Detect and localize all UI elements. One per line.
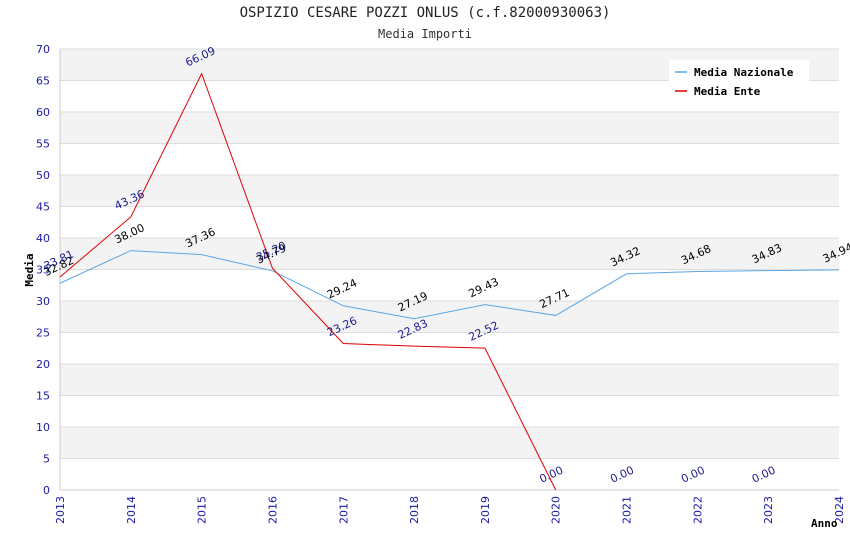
grid-band <box>60 458 839 490</box>
x-tick-label: 2023 <box>762 496 775 524</box>
legend-item: Media Ente <box>694 85 761 98</box>
y-tick-label: 70 <box>36 43 50 56</box>
x-tick-label: 2014 <box>125 496 138 524</box>
grid-band <box>60 301 839 333</box>
series-lines <box>59 72 840 491</box>
x-tick-label: 2018 <box>408 496 421 524</box>
y-axis-label: Media <box>23 253 36 286</box>
y-tick-label: 5 <box>43 453 50 466</box>
y-tick-label: 0 <box>43 484 50 497</box>
y-tick-label: 15 <box>36 390 50 403</box>
y-tick-label: 35 <box>36 264 50 277</box>
x-tick-label: 2019 <box>479 496 492 524</box>
y-tick-label: 30 <box>36 295 50 308</box>
y-tick-label: 65 <box>36 75 50 88</box>
y-tick-label: 20 <box>36 358 50 371</box>
x-tick-label: 2022 <box>691 496 704 524</box>
x-tick-label: 2016 <box>266 496 279 524</box>
x-tick-label: 2020 <box>550 496 563 524</box>
x-tick-label: 2017 <box>337 496 350 524</box>
y-tick-label: 45 <box>36 201 50 214</box>
gridlines <box>59 48 839 491</box>
chart-subtitle: Media Importi <box>378 27 472 41</box>
x-tick-label: 2024 <box>833 496 846 524</box>
y-tick-label: 25 <box>36 327 50 340</box>
grid-band <box>60 238 839 270</box>
grid-band <box>60 395 839 427</box>
chart-title: OSPIZIO CESARE POZZI ONLUS (c.f.82000930… <box>239 5 611 21</box>
grid-band <box>60 112 839 144</box>
grid-band <box>60 427 839 459</box>
y-tick-label: 60 <box>36 106 50 119</box>
x-tick-label: 2021 <box>621 496 634 524</box>
x-tick-label: 2015 <box>196 496 209 524</box>
x-tick-labels: 2013 2014 2015 2016 2017 2018 2019 2020 2021 2022… <box>54 496 846 524</box>
legend-item: Media Nazionale <box>694 66 794 79</box>
x-tick-label: 2013 <box>54 496 67 524</box>
legend: Media Nazionale Media Ente <box>669 60 809 100</box>
grid-band <box>60 143 839 175</box>
y-tick-label: 55 <box>36 138 50 151</box>
series-line-ente <box>59 72 557 491</box>
grid-band <box>60 206 839 238</box>
y-tick-label: 40 <box>36 232 50 245</box>
grid-band <box>60 269 839 301</box>
grid-band <box>60 332 839 364</box>
y-tick-label: 10 <box>36 421 50 434</box>
y-tick-labels: 0 5 10 15 20 25 30 35 40 45 50 55 60 65 70 <box>36 43 50 497</box>
y-tick-label: 50 <box>36 169 50 182</box>
series-line-nazionale <box>59 250 840 320</box>
grid-band <box>60 175 839 207</box>
grid-bands <box>60 49 839 490</box>
grid-band <box>60 364 839 396</box>
x-axis-label: Anno <box>811 517 838 530</box>
